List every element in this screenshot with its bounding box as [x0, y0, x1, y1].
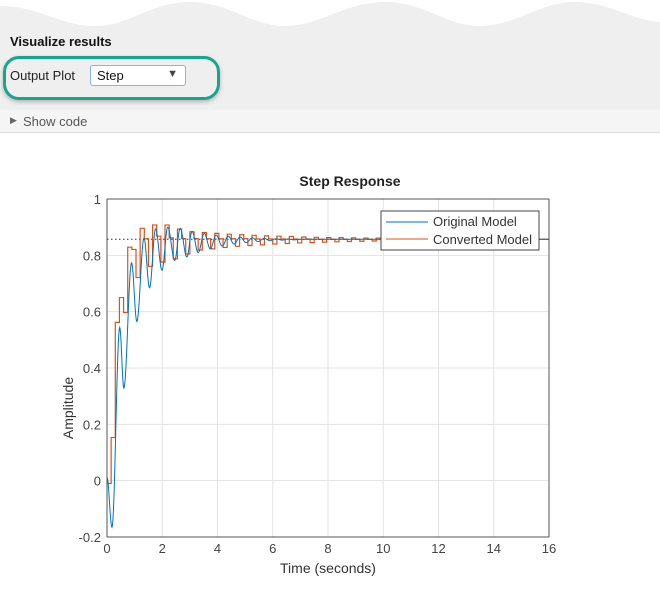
- legend: Original Model Converted Model: [380, 210, 540, 251]
- chart-title: Step Response: [299, 173, 400, 189]
- torn-edge: [0, 0, 660, 26]
- x-tick-label: 6: [269, 541, 276, 556]
- output-plot-dropdown[interactable]: Step ▼: [90, 65, 186, 86]
- x-tick-label: 8: [324, 541, 331, 556]
- triangle-down-icon: ▼: [167, 68, 178, 80]
- x-tick-label: 14: [487, 541, 501, 556]
- visualize-results-panel: Visualize results Output Plot Step ▼: [0, 0, 660, 110]
- axes-box: [106, 198, 550, 538]
- y-tick-label: -0.2: [79, 530, 101, 545]
- highlight-outline: [3, 56, 220, 100]
- x-axis-label: Time (seconds): [280, 560, 376, 576]
- legend-original-model: Original Model: [433, 214, 517, 229]
- y-axis-label: Amplitude: [60, 377, 76, 439]
- y-tick-label: 0.2: [83, 417, 101, 432]
- y-tick-label: 0: [94, 474, 101, 489]
- section-title: Visualize results: [10, 34, 112, 49]
- x-tick-label: 2: [159, 541, 166, 556]
- legend-converted-model: Converted Model: [433, 232, 532, 247]
- triangle-right-icon: ▶: [10, 115, 17, 125]
- y-tick-label: 0.8: [83, 248, 101, 263]
- dropdown-value: Step: [97, 68, 124, 83]
- show-code-label: Show code: [23, 114, 88, 129]
- y-tick-label: 1: [94, 192, 101, 207]
- output-plot-label: Output Plot: [10, 68, 76, 83]
- x-tick-label: 0: [103, 541, 110, 556]
- show-code-toggle[interactable]: ▶ Show code: [0, 110, 660, 133]
- x-tick-label: 10: [376, 541, 390, 556]
- y-tick-label: 0.6: [83, 305, 101, 320]
- x-tick-label: 16: [542, 541, 556, 556]
- y-tick-label: 0.4: [83, 361, 101, 376]
- x-tick-label: 12: [431, 541, 445, 556]
- step-response-chart: Step Response 0 2 4 6 8 10 12 14 16-0.200.20.40.…: [60, 173, 556, 576]
- x-tick-label: 4: [214, 541, 221, 556]
